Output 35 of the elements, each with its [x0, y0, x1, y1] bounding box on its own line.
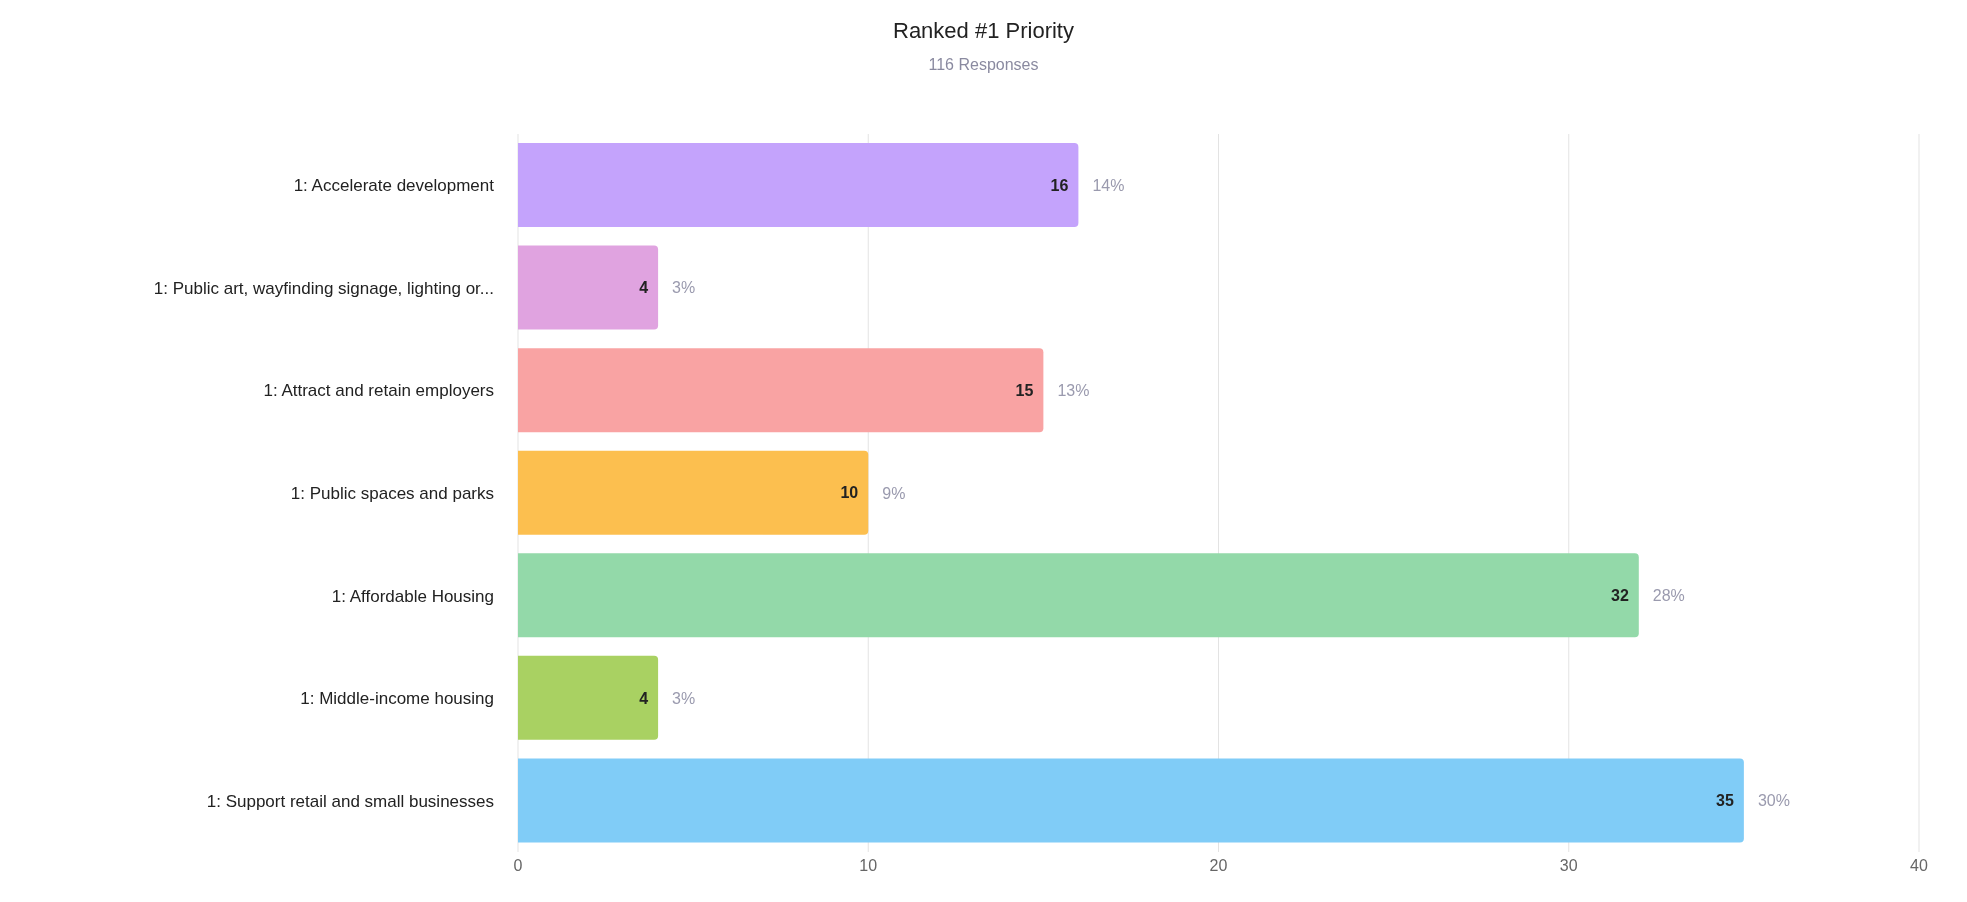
- y-tick-label: 1: Public spaces and parks: [290, 484, 494, 504]
- bar: [518, 655, 659, 740]
- data-label: 4: [639, 689, 649, 707]
- data-label: 16: [1050, 176, 1069, 194]
- bar: [518, 245, 659, 330]
- annotation: 14%: [1092, 176, 1125, 194]
- annotation: 28%: [1652, 587, 1685, 605]
- data-label: 4: [639, 279, 649, 297]
- bar: [518, 758, 1744, 843]
- annotation: 9%: [882, 484, 906, 502]
- data-label: 10: [840, 484, 859, 502]
- y-tick-label: 1: Public art, wayfinding signage, lighting or...: [153, 278, 494, 298]
- bar: [518, 143, 1079, 227]
- y-tick-label: 1: Accelerate development: [293, 176, 495, 196]
- bar: [518, 348, 1044, 433]
- annotation: 13%: [1057, 381, 1090, 399]
- x-tick-label: 20: [1209, 857, 1228, 875]
- chart-subtitle: 116 Responses: [927, 56, 1040, 75]
- data-label: 15: [1015, 381, 1034, 399]
- x-tick-label: 30: [1559, 857, 1578, 875]
- annotation: 3%: [672, 689, 696, 707]
- data-label: 32: [1611, 586, 1629, 604]
- chart-title: Ranked #1 Priority: [892, 17, 1075, 45]
- data-label: 35: [1716, 792, 1734, 810]
- y-tick-label: 1: Attract and retain employers: [263, 381, 494, 401]
- annotation: 30%: [1757, 792, 1790, 810]
- x-tick-label: 10: [859, 857, 878, 875]
- bar: [518, 553, 1639, 638]
- y-tick-label: 1: Support retail and small businesses: [206, 791, 494, 811]
- annotation: 3%: [672, 279, 696, 297]
- y-tick-label: 1: Affordable Housing: [331, 586, 494, 606]
- x-tick-label: 0: [513, 857, 523, 875]
- x-tick-label: 40: [1910, 857, 1928, 875]
- y-tick-label: 1: Middle-income housing: [300, 689, 494, 709]
- bar: [518, 450, 869, 535]
